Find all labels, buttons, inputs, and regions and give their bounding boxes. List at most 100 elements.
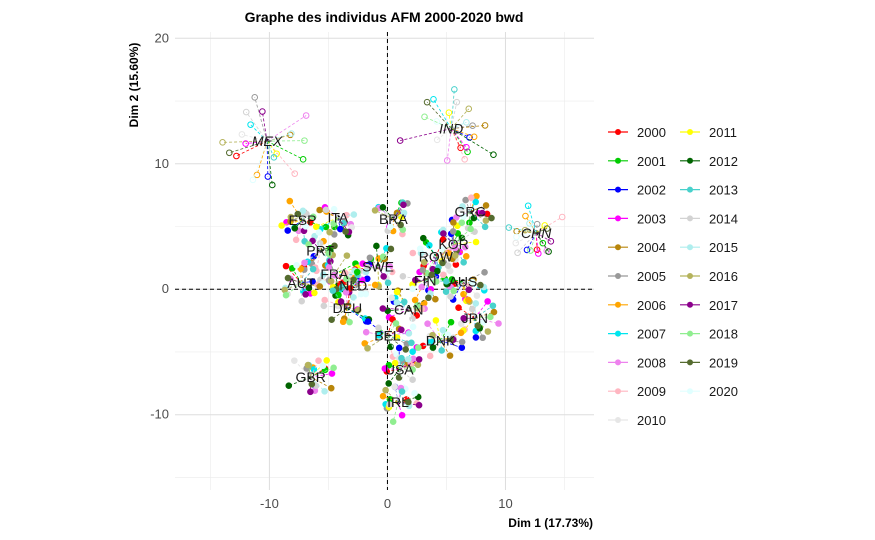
year-connector (334, 255, 348, 275)
year-point (481, 223, 489, 231)
year-connector (399, 358, 414, 370)
legend-item-2020: 2020 (680, 384, 738, 399)
legend-item-2013: 2013 (680, 183, 738, 198)
legend-item-2008: 2008 (608, 355, 666, 370)
x-tick-label: 0 (384, 496, 391, 511)
year-point (331, 271, 338, 279)
year-point (460, 213, 467, 220)
year-point (466, 219, 473, 227)
year-point (472, 198, 480, 206)
year-connector (400, 128, 452, 141)
year-point (424, 320, 431, 327)
year-connector (451, 125, 473, 130)
year-point (384, 279, 392, 287)
country-label-bra: BRA (379, 211, 408, 227)
year-point (364, 344, 371, 352)
year-point (425, 294, 432, 302)
year-connector (387, 335, 412, 344)
year-point (389, 418, 397, 426)
year-point (535, 250, 542, 257)
year-point (414, 361, 422, 369)
year-connector (245, 140, 268, 144)
year-point (391, 383, 398, 391)
legend-label: 2004 (637, 240, 666, 255)
year-connector (525, 215, 537, 233)
year-connector (469, 211, 492, 219)
year-connector (451, 278, 464, 283)
year-connector (301, 281, 313, 284)
country-label-kor: KOR (438, 236, 468, 252)
year-point (307, 388, 314, 396)
year-connector (337, 217, 352, 228)
year-connector (382, 308, 409, 310)
year-connector (222, 140, 268, 143)
legend-label: 2017 (709, 298, 738, 313)
year-connector (450, 128, 494, 156)
year-connector (387, 332, 409, 337)
year-connector (382, 395, 399, 403)
year-point (462, 196, 469, 204)
year-connector (515, 232, 537, 244)
year-connector (241, 134, 268, 142)
year-connector (250, 124, 268, 142)
year-connector (388, 364, 400, 370)
country-label-gbr: GBR (296, 369, 326, 385)
year-point (484, 298, 491, 305)
year-point (484, 328, 492, 335)
year-point (421, 113, 428, 121)
year-point (443, 278, 450, 285)
year-point (409, 323, 417, 331)
year-connector (474, 301, 488, 319)
legend-dot (687, 273, 693, 279)
year-connector (440, 340, 451, 356)
year-connector (469, 205, 487, 212)
year-point (251, 94, 259, 101)
year-point (505, 224, 513, 231)
year-point (439, 326, 447, 334)
year-point (409, 348, 416, 355)
country-label-bel: BEL (374, 328, 401, 344)
y-axis-label: Dim 2 (15.60%) (127, 43, 141, 128)
year-point (514, 249, 521, 257)
year-point (380, 273, 387, 280)
year-connector (398, 369, 406, 389)
year-point (487, 313, 494, 321)
year-point (382, 386, 389, 394)
year-point (426, 352, 434, 360)
year-point (412, 276, 419, 284)
year-point (371, 281, 379, 289)
year-point (444, 262, 452, 270)
year-point (339, 318, 347, 326)
year-point (325, 250, 333, 257)
country-label-usa: USA (385, 362, 414, 378)
year-point (379, 392, 387, 400)
year-point (400, 201, 407, 209)
year-connector (375, 245, 379, 267)
year-point (472, 238, 480, 246)
year-point (373, 242, 380, 250)
data-points (219, 86, 566, 426)
year-point (323, 357, 331, 364)
year-point (392, 320, 400, 327)
year-connector (347, 307, 367, 322)
year-connector (295, 220, 303, 240)
year-point (291, 357, 298, 364)
year-point (522, 212, 529, 220)
country-label-jpn: JPN (462, 310, 488, 326)
year-connector (408, 297, 429, 310)
year-point (342, 288, 350, 296)
legend-item-2004: 2004 (608, 240, 666, 255)
year-point (381, 365, 389, 372)
year-connector (446, 128, 452, 161)
year-connector (440, 340, 462, 349)
year-connector (337, 217, 346, 232)
legend-item-2019: 2019 (680, 355, 738, 370)
y-tick-label: -10 (150, 407, 169, 422)
legend-dot (687, 330, 693, 337)
year-point (379, 305, 387, 312)
x-tick-label: -10 (260, 496, 279, 511)
year-point (444, 331, 452, 339)
year-point (451, 86, 458, 93)
